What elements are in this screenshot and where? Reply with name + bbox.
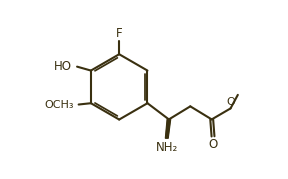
Text: O: O <box>226 97 235 107</box>
Text: HO: HO <box>54 60 72 73</box>
Text: OCH₃: OCH₃ <box>44 100 73 110</box>
Text: F: F <box>116 27 122 40</box>
Text: O: O <box>209 139 218 151</box>
Text: NH₂: NH₂ <box>156 141 178 154</box>
